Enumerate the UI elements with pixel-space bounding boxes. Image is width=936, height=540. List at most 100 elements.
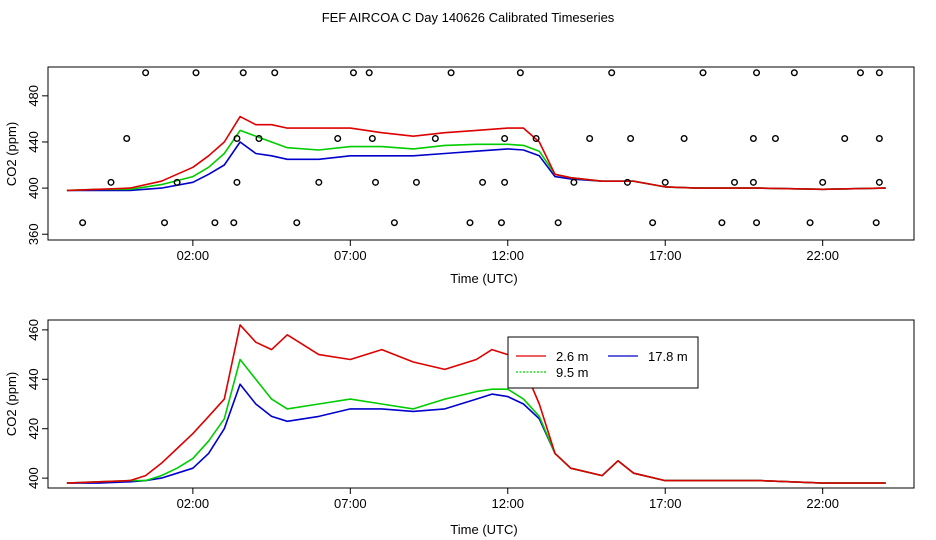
top-calibration-point — [123, 135, 131, 143]
top-x-tick-label: 12:00 — [491, 248, 524, 263]
top-calibration-point — [753, 69, 761, 77]
bottom-x-tick-label: 17:00 — [649, 496, 682, 511]
top-calibration-point — [516, 69, 524, 77]
top-calibration-point — [731, 178, 739, 186]
top-calibration-point — [649, 219, 657, 227]
top-x-tick-label: 17:00 — [649, 248, 682, 263]
top-calibration-point — [233, 178, 241, 186]
top-y-axis-label: CO2 (ppm) — [4, 122, 19, 186]
top-calibration-point — [841, 135, 849, 143]
top-calibration-point — [334, 135, 342, 143]
bottom-x-tick-label: 02:00 — [177, 496, 210, 511]
top-series-9-5-m-line — [66, 129, 886, 192]
bottom-x-tick-label: 22:00 — [806, 496, 839, 511]
top-calibration-point — [661, 178, 669, 186]
top-x-tick-label: 07:00 — [334, 248, 367, 263]
top-calibration-point — [211, 219, 219, 227]
top-calibration-point — [699, 69, 707, 77]
top-calibration-point — [293, 219, 301, 227]
top-calibration-point — [365, 69, 373, 77]
bottom-plot-frame — [47, 319, 915, 489]
top-y-axis: 360 400 440 480 — [26, 85, 48, 245]
top-y-tick-label: 360 — [26, 223, 41, 245]
top-calibration-point — [806, 219, 814, 227]
top-calibration-point — [192, 69, 200, 77]
bottom-y-tick-label: 460 — [26, 319, 41, 341]
bottom-y-tick-label: 420 — [26, 418, 41, 440]
top-calibration-point — [142, 69, 150, 77]
top-calibration-point — [875, 178, 883, 186]
top-calibration-point — [447, 69, 455, 77]
top-calibration-point — [790, 69, 798, 77]
top-calibration-point — [532, 135, 540, 143]
top-calibration-point — [161, 219, 169, 227]
top-calibration-point — [856, 69, 864, 77]
top-y-tick-label: 480 — [26, 85, 41, 107]
bottom-y-axis-label: CO2 (ppm) — [4, 372, 19, 436]
top-calibration-point — [749, 178, 757, 186]
bottom-x-axis: 02:00 07:00 12:00 17:00 22:00 — [177, 488, 839, 511]
legend-label-9-5m: 9.5 m — [556, 365, 589, 380]
bottom-x-tick-label: 07:00 — [334, 496, 367, 511]
top-plot-frame — [47, 66, 915, 241]
top-calibration-point — [368, 135, 376, 143]
top-calibration-point — [608, 69, 616, 77]
top-calibration-point — [412, 178, 420, 186]
top-calibration-point — [431, 135, 439, 143]
bottom-x-axis-label: Time (UTC) — [450, 522, 517, 537]
bottom-y-tick-label: 400 — [26, 467, 41, 489]
top-calibration-point — [875, 135, 883, 143]
top-calibration-point — [372, 178, 380, 186]
bottom-y-tick-label: 440 — [26, 368, 41, 390]
bottom-x-tick-label: 12:00 — [491, 496, 524, 511]
top-calibration-point — [466, 219, 474, 227]
top-calibration-point — [315, 178, 323, 186]
top-calibration-point — [554, 219, 562, 227]
top-calibration-point — [79, 219, 87, 227]
top-calibration-point — [627, 135, 635, 143]
top-calibration-point — [173, 178, 181, 186]
top-calibration-point — [390, 219, 398, 227]
top-calibration-point — [819, 178, 827, 186]
top-calibration-point — [239, 69, 247, 77]
legend-label-2-6m: 2.6 m — [556, 349, 589, 364]
top-calibration-point — [872, 219, 880, 227]
top-calibration-point — [107, 178, 115, 186]
bottom-panel: 02:00 07:00 12:00 17:00 22:00 400 420 440 460 T… — [4, 319, 915, 537]
top-scatter-group — [79, 69, 883, 227]
top-series-17-8-m-line — [66, 141, 886, 192]
top-calibration-point — [771, 135, 779, 143]
top-series-2-6-m-line — [66, 115, 886, 192]
bottom-series-17-8-m-line — [66, 383, 886, 484]
top-calibration-point — [230, 219, 238, 227]
top-calibration-point — [497, 219, 505, 227]
top-calibration-point — [479, 178, 487, 186]
top-calibration-point — [718, 219, 726, 227]
top-calibration-point — [680, 135, 688, 143]
top-calibration-point — [570, 178, 578, 186]
bottom-series-2-6-m-line — [66, 324, 886, 484]
bottom-series-group — [66, 324, 886, 484]
top-calibration-point — [753, 219, 761, 227]
top-calibration-point — [349, 69, 357, 77]
top-y-tick-label: 400 — [26, 177, 41, 199]
top-y-tick-label: 440 — [26, 131, 41, 153]
legend-label-17-8m: 17.8 m — [648, 349, 688, 364]
top-x-axis-label: Time (UTC) — [450, 271, 517, 286]
top-calibration-point — [586, 135, 594, 143]
top-calibration-point — [501, 135, 509, 143]
top-calibration-point — [501, 178, 509, 186]
legend: 2.6 m 17.8 m 9.5 m — [507, 336, 699, 389]
top-calibration-point — [255, 135, 263, 143]
top-series-group — [66, 115, 886, 192]
figure-title: FEF AIRCOA C Day 140626 Calibrated Times… — [322, 10, 615, 25]
top-x-tick-label: 02:00 — [177, 248, 210, 263]
top-calibration-point — [271, 69, 279, 77]
top-x-axis: 02:00 07:00 12:00 17:00 22:00 — [177, 240, 839, 263]
top-panel: 02:00 07:00 12:00 17:00 22:00 360 400 440 480 T… — [4, 66, 915, 286]
top-x-tick-label: 22:00 — [806, 248, 839, 263]
top-calibration-point — [875, 69, 883, 77]
top-calibration-point — [233, 135, 241, 143]
legend-box — [507, 336, 699, 389]
